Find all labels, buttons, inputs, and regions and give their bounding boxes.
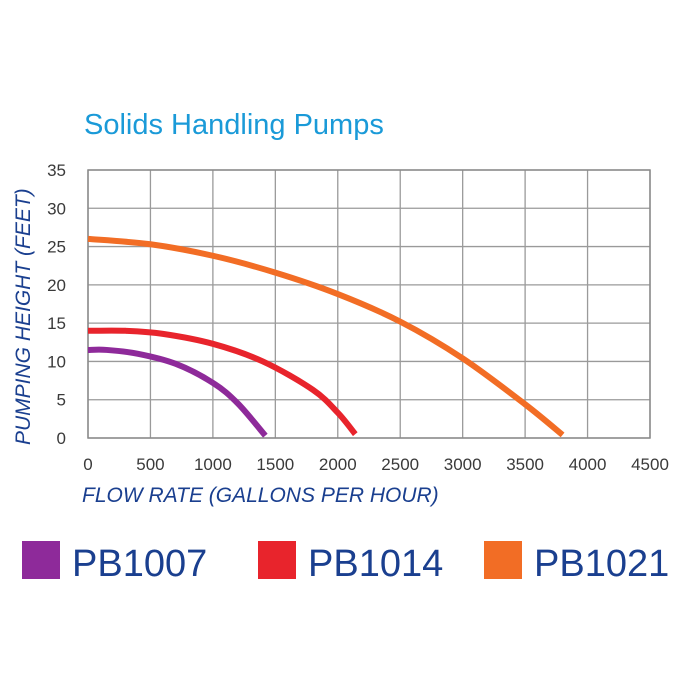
legend-swatch-pb1014: [258, 541, 296, 579]
x-tick-label: 1500: [256, 455, 294, 474]
legend-swatch-pb1007: [22, 541, 60, 579]
y-tick-label: 35: [47, 161, 66, 180]
legend: PB1007 PB1014 PB1021: [22, 541, 669, 585]
chart-title: Solids Handling Pumps: [84, 109, 384, 141]
legend-label-pb1007: PB1007: [72, 543, 207, 585]
x-tick-label: 1000: [194, 455, 232, 474]
series-line-pb1021: [87, 235, 565, 438]
grid-lines: [87, 169, 651, 439]
x-tick-label: 4500: [631, 455, 669, 474]
y-tick-label: 25: [47, 238, 66, 257]
series-line-pb1007: [87, 346, 268, 438]
x-tick-label: 500: [136, 455, 164, 474]
legend-label-pb1014: PB1014: [308, 543, 443, 585]
y-tick-label: 0: [57, 429, 66, 448]
series-lines: [87, 235, 565, 438]
y-axis-label: PUMPING HEIGHT (FEET): [12, 188, 35, 445]
series-line-pb1014: [87, 327, 358, 437]
y-tick-label: 15: [47, 314, 66, 333]
tick-labels: 0 500 1000 1500 2000 2500 3000 3500 4000 4500 0 5 10…: [47, 161, 669, 474]
x-tick-label: 2500: [381, 455, 419, 474]
legend-label-pb1021: PB1021: [534, 543, 669, 585]
y-tick-label: 10: [47, 352, 66, 371]
x-tick-label: 2000: [319, 455, 357, 474]
x-tick-label: 0: [83, 455, 92, 474]
x-tick-label: 3000: [444, 455, 482, 474]
y-tick-label: 20: [47, 276, 66, 295]
x-tick-label: 3500: [506, 455, 544, 474]
x-axis-label: FLOW RATE (GALLONS PER HOUR): [82, 484, 439, 507]
y-tick-label: 30: [47, 199, 66, 218]
legend-swatch-pb1021: [484, 541, 522, 579]
x-tick-label: 4000: [569, 455, 607, 474]
plot-frame: [87, 169, 651, 439]
y-tick-label: 5: [57, 391, 66, 410]
